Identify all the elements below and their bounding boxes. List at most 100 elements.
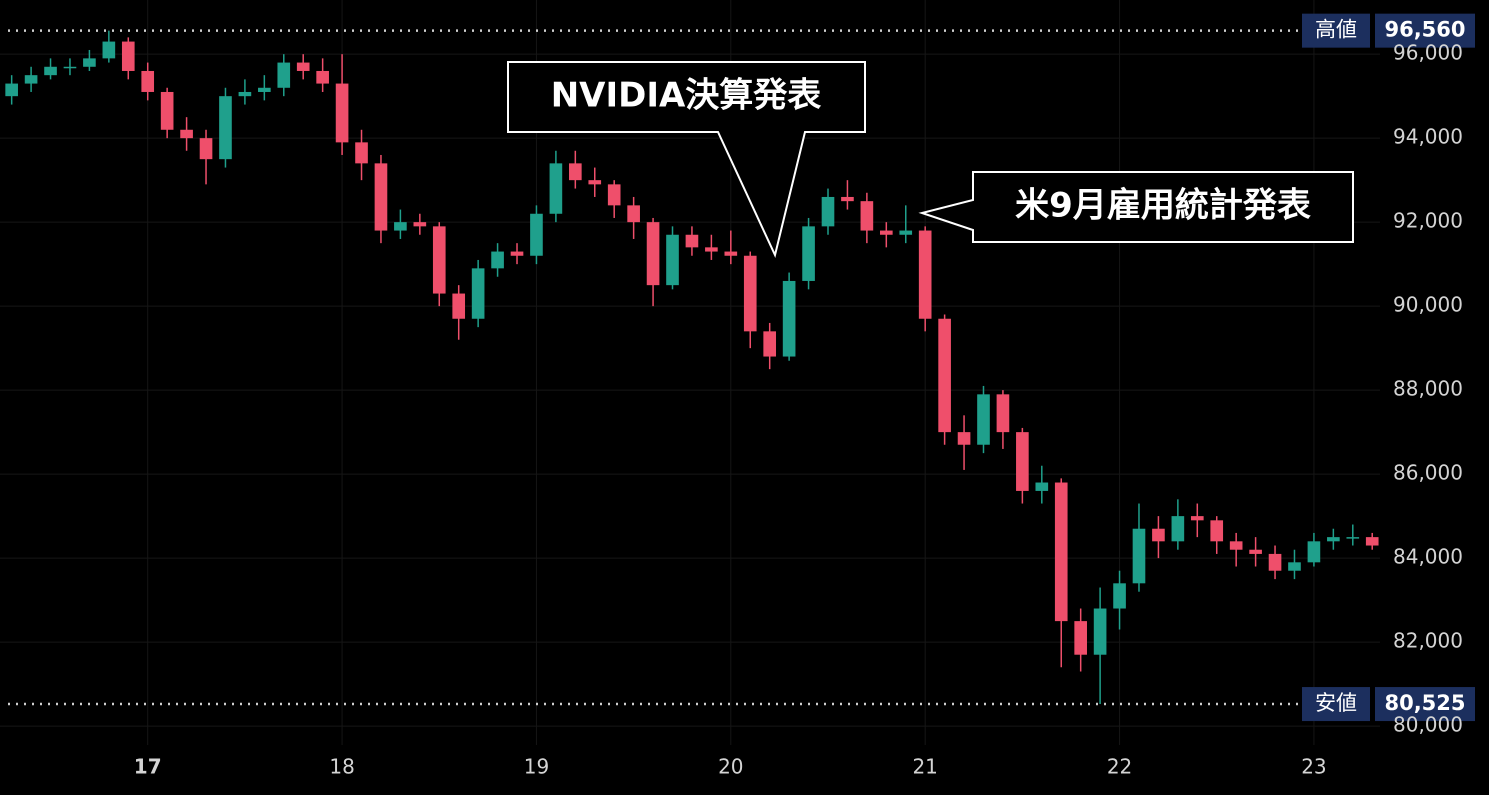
candle-body	[374, 163, 388, 231]
candle-body	[452, 293, 466, 319]
candle-body	[1132, 528, 1146, 584]
y-tick-label: 82,000	[1393, 629, 1463, 653]
reference-value: 96,560	[1384, 18, 1465, 42]
candle-body	[1093, 608, 1107, 655]
y-tick-label: 80,000	[1393, 713, 1463, 737]
candle-body	[841, 196, 854, 202]
candle-body	[1113, 583, 1126, 609]
candle-body	[277, 62, 291, 88]
x-tick-label: 21	[912, 755, 937, 779]
candle-body	[1307, 541, 1321, 563]
y-tick-label: 90,000	[1393, 293, 1463, 317]
candle-body	[899, 230, 913, 235]
candle-body	[355, 142, 368, 164]
candle-body	[743, 255, 757, 332]
candle-body	[1210, 520, 1224, 542]
y-tick-label: 96,000	[1393, 41, 1463, 65]
candle-body	[627, 205, 640, 223]
candle-body	[432, 226, 446, 294]
reference-value-box	[1375, 687, 1475, 722]
candle-body	[180, 129, 193, 139]
reference-value-box	[1375, 13, 1475, 48]
candle-body	[1288, 562, 1301, 571]
reference-lines: 高値 96,560 安値 80,525	[8, 13, 1475, 722]
reference-name: 高値	[1315, 18, 1357, 42]
candles	[5, 30, 1379, 705]
candle-body	[666, 234, 679, 286]
reference-name-box	[1302, 687, 1370, 722]
candle-body	[1054, 482, 1068, 622]
candle-body	[44, 66, 57, 76]
candle-body	[763, 331, 777, 357]
candle-body	[1035, 482, 1049, 491]
candle-body	[821, 196, 835, 227]
candle-body	[63, 66, 77, 69]
x-tick-label: 20	[718, 755, 743, 779]
candle-body	[549, 163, 563, 214]
x-tick-label: 17	[134, 755, 162, 779]
x-tick-label: 19	[524, 755, 549, 779]
callout-box	[918, 171, 1354, 243]
candle-body	[121, 41, 135, 71]
candle-body	[996, 394, 1010, 433]
candle-body	[102, 41, 116, 59]
candle-body	[24, 75, 38, 84]
candle-body	[918, 230, 932, 319]
annotation-jobs: 米9月雇用統計発表	[918, 171, 1354, 243]
candle-body	[199, 138, 213, 160]
candle-body	[1346, 537, 1360, 539]
annotation-text: 米9月雇用統計発表	[1015, 186, 1311, 226]
candle-body	[1016, 432, 1029, 491]
candle-body	[646, 222, 660, 286]
y-tick-label: 84,000	[1393, 545, 1463, 569]
candle-body	[607, 184, 621, 206]
candle-body	[1229, 541, 1243, 550]
candle-body	[510, 251, 524, 256]
candle-body	[471, 268, 485, 319]
candle-body	[860, 201, 874, 231]
candle-body	[705, 247, 718, 252]
reference-value: 80,525	[1384, 691, 1465, 715]
candle-body	[1074, 621, 1087, 655]
x-tick-label: 23	[1301, 755, 1326, 779]
reference-name-box	[1302, 13, 1370, 48]
candle-body	[782, 280, 796, 357]
y-tick-label: 92,000	[1393, 209, 1463, 233]
candle-body	[588, 180, 602, 185]
candle-body	[296, 62, 310, 71]
candle-body	[219, 96, 232, 160]
candle-body	[530, 213, 543, 256]
candle-body	[316, 70, 329, 84]
x-tick-label: 22	[1107, 755, 1132, 779]
candle-body	[685, 234, 699, 248]
annotation-text: NVIDIA決算発表	[551, 76, 822, 116]
candle-body	[141, 70, 155, 92]
candle-body	[879, 230, 893, 235]
candle-body	[957, 432, 971, 445]
candle-body	[724, 251, 738, 256]
candle-body	[569, 163, 582, 181]
candle-body	[802, 226, 815, 281]
candle-body	[83, 58, 96, 67]
candle-body	[1327, 537, 1340, 542]
candle-body	[1171, 516, 1185, 542]
candle-body	[1268, 553, 1282, 571]
candle-body	[977, 394, 990, 445]
candle-body	[258, 87, 271, 92]
candle-body	[335, 83, 349, 143]
candle-body	[1190, 516, 1204, 521]
candle-body	[160, 91, 174, 130]
candle-body	[413, 222, 427, 227]
y-tick-label: 86,000	[1393, 461, 1463, 485]
candle-body	[5, 83, 18, 97]
annotation-nvidia: NVIDIA決算発表	[507, 61, 866, 259]
y-tick-label: 94,000	[1393, 125, 1463, 149]
reference-name: 安値	[1315, 691, 1357, 715]
candle-body	[938, 318, 951, 433]
candle-body	[1365, 537, 1379, 546]
callout-box	[507, 61, 866, 259]
candle-body	[1152, 528, 1165, 542]
candle-body	[491, 251, 504, 269]
